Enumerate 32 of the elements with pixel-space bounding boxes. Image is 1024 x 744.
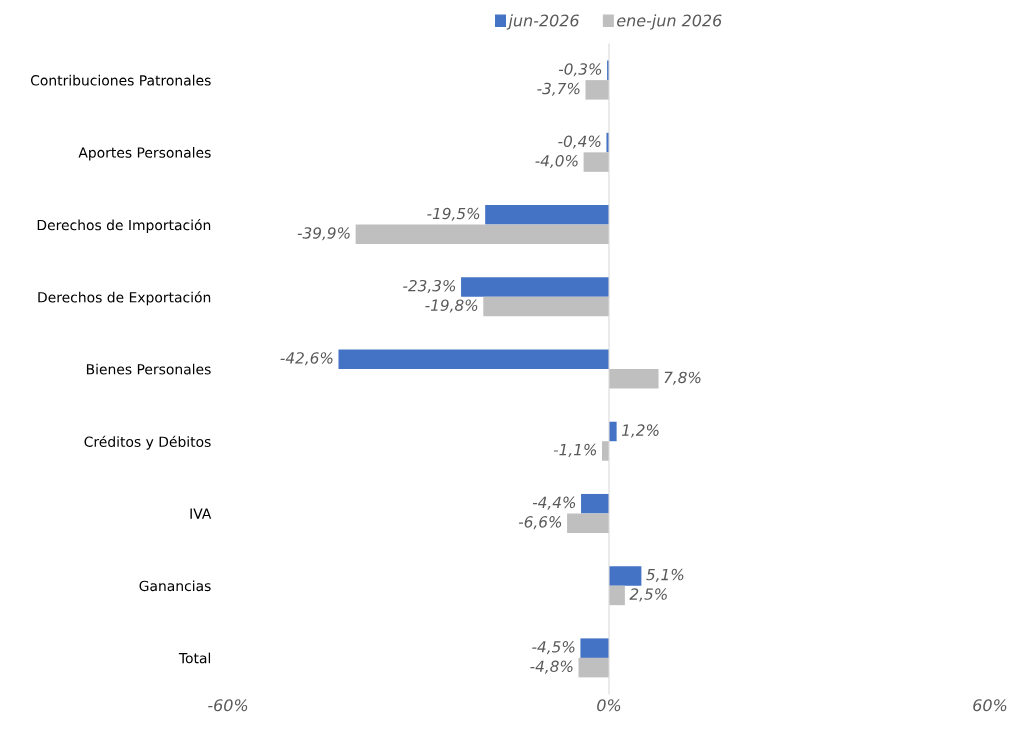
data-label: 2,5%	[629, 588, 667, 602]
data-label: -0,4%	[558, 135, 601, 149]
x-tick-label: 0%	[597, 699, 621, 712]
data-label: 7,8%	[664, 371, 701, 385]
y-tick-label: Contribuciones Patronales	[30, 74, 211, 86]
data-label: -3,7%	[537, 82, 580, 96]
data-label: -23,3%	[403, 279, 456, 294]
y-tick-label: Total	[178, 652, 211, 664]
data-label: -0,3%	[558, 63, 602, 77]
y-tick-label: Aportes Personales	[78, 147, 211, 161]
data-label: -39,9%	[297, 227, 350, 241]
legend-label: jun-2026	[506, 14, 579, 30]
data-label: -6,6%	[518, 516, 562, 530]
data-label: -4,5%	[532, 641, 575, 655]
x-tick-label: 60%	[973, 699, 1007, 712]
legend-label: ene-jun 2026	[617, 14, 722, 30]
data-label: -4,0%	[535, 154, 578, 169]
data-label: 1,2%	[621, 424, 659, 438]
y-tick-label: Bienes Personales	[86, 363, 211, 375]
data-label: 5,1%	[646, 568, 684, 582]
data-label: -4,4%	[532, 496, 576, 510]
data-label: -1,1%	[553, 443, 597, 457]
data-label: -42,6%	[280, 352, 333, 366]
y-tick-label: Derechos de Importación	[37, 219, 211, 233]
y-tick-label: Créditos y Débitos	[84, 435, 211, 450]
y-tick-label: IVA	[190, 508, 212, 519]
y-tick-label: Ganancias	[139, 580, 211, 592]
y-tick-label: Derechos de Exportación	[38, 291, 211, 306]
data-label: -4,8%	[530, 660, 573, 674]
data-label: -19,5%	[427, 207, 480, 221]
data-label: -19,8%	[425, 299, 478, 313]
x-tick-label: -60%	[208, 699, 248, 712]
